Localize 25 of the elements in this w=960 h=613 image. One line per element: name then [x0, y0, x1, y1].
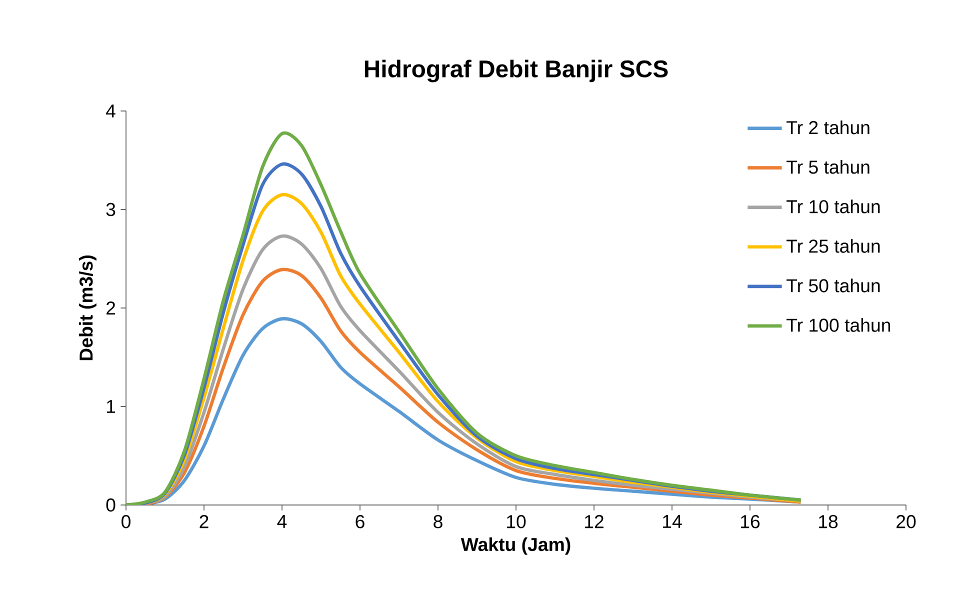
x-tick-label: 20	[896, 515, 916, 528]
legend-label: Tr 10 tahun	[786, 200, 880, 214]
x-tick-label: 6	[356, 515, 364, 528]
x-tick-label: 2	[200, 515, 208, 528]
y-tick-label: 1	[107, 400, 116, 413]
x-tick-label: 16	[741, 515, 760, 528]
x-tick-label: 12	[585, 515, 604, 528]
x-tick-label: 14	[663, 515, 682, 528]
y-axis-title: Debit (m3/s)	[79, 256, 96, 360]
y-tick-label: 0	[106, 498, 116, 512]
x-tick-label: 8	[434, 515, 442, 528]
y-tick-label: 2	[106, 301, 116, 315]
legend-label: Tr 50 tahun	[786, 278, 880, 292]
x-tick-label: 18	[819, 515, 838, 528]
x-axis-title: Waktu (Jam)	[460, 537, 570, 555]
x-tick-label: 4	[277, 515, 287, 528]
legend-label: Tr 5 tahun	[786, 160, 870, 174]
chart-title: Hidrograf Debit Banjir SCS	[364, 60, 668, 82]
legend-label: Tr 25 tahun	[786, 239, 880, 253]
legend-label: Tr 2 tahun	[786, 120, 870, 134]
x-tick-label: 10	[507, 515, 526, 528]
x-tick-label: 0	[122, 515, 130, 528]
y-tick-label: 4	[106, 104, 116, 118]
legend-label: Tr 100 tahun	[786, 318, 890, 332]
y-tick-label: 3	[106, 202, 116, 216]
